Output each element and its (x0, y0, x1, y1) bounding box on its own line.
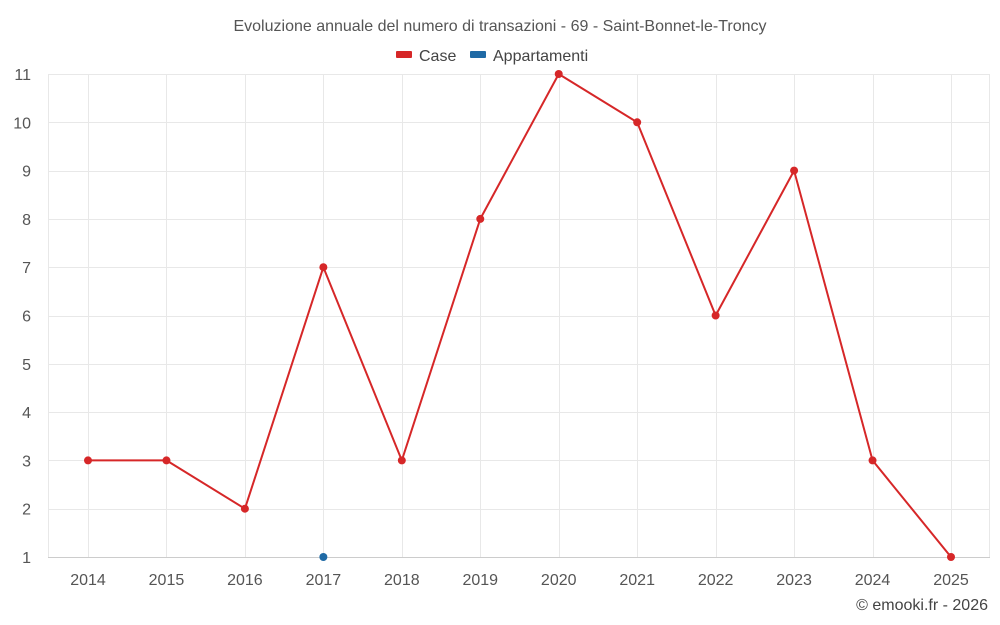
x-tick-label: 2025 (933, 572, 969, 589)
data-point-case[interactable] (240, 504, 249, 513)
x-tick-label: 2022 (698, 572, 734, 589)
data-point-case[interactable] (397, 456, 406, 465)
grid (48, 74, 990, 558)
data-point-case[interactable] (476, 214, 485, 223)
x-tick-label: 2018 (384, 572, 420, 589)
y-tick-label: 1 (22, 550, 31, 567)
data-point-case[interactable] (162, 456, 171, 465)
y-tick-label: 8 (22, 212, 31, 229)
y-tick-label: 7 (22, 260, 31, 277)
legend-swatch-case (396, 51, 412, 58)
y-tick-label: 6 (22, 309, 31, 326)
x-tick-label: 2020 (541, 572, 577, 589)
x-axis-ticks: 2014 2015 2016 2017 2018 2019 2020 2021 2022 2023… (70, 572, 969, 589)
x-tick-label: 2016 (227, 572, 263, 589)
legend-item-appartamenti[interactable]: Appartamenti (470, 48, 588, 65)
x-tick-label: 2021 (619, 572, 655, 589)
x-tick-label: 2024 (855, 572, 891, 589)
x-tick-label: 2019 (462, 572, 498, 589)
legend-item-case[interactable]: Case (396, 48, 456, 65)
y-axis-ticks: 1 2 3 4 5 6 7 8 9 10 11 (13, 67, 31, 567)
credit-text: © emooki.fr - 2026 (856, 597, 988, 614)
data-point-case[interactable] (554, 70, 563, 78)
data-point-case[interactable] (947, 553, 955, 561)
x-tick-label: 2023 (776, 572, 812, 589)
y-tick-label: 4 (22, 405, 31, 422)
data-point-case[interactable] (711, 311, 720, 320)
data-point-case[interactable] (84, 456, 92, 465)
x-tick-label: 2014 (70, 572, 106, 589)
x-tick-label: 2015 (149, 572, 185, 589)
legend-label-appartamenti: Appartamenti (493, 48, 588, 65)
data-point-appartamenti[interactable] (319, 553, 328, 561)
y-tick-label: 2 (22, 502, 31, 519)
legend: Case Appartamenti (396, 48, 588, 65)
data-point-case[interactable] (868, 456, 877, 465)
x-tick-label: 2017 (306, 572, 342, 589)
legend-label-case: Case (419, 48, 456, 65)
series (84, 70, 955, 561)
y-tick-label: 11 (14, 67, 31, 84)
y-tick-label: 10 (13, 115, 31, 132)
y-tick-label: 5 (22, 357, 31, 374)
series-line-case (88, 73, 952, 558)
chart-title: Evoluzione annuale del numero di transaz… (233, 18, 766, 35)
data-point-case[interactable] (790, 166, 799, 175)
data-point-case[interactable] (319, 263, 328, 272)
data-point-case[interactable] (633, 118, 642, 127)
y-tick-label: 9 (22, 164, 31, 181)
y-tick-label: 3 (22, 453, 31, 470)
legend-swatch-appartamenti (470, 51, 486, 58)
